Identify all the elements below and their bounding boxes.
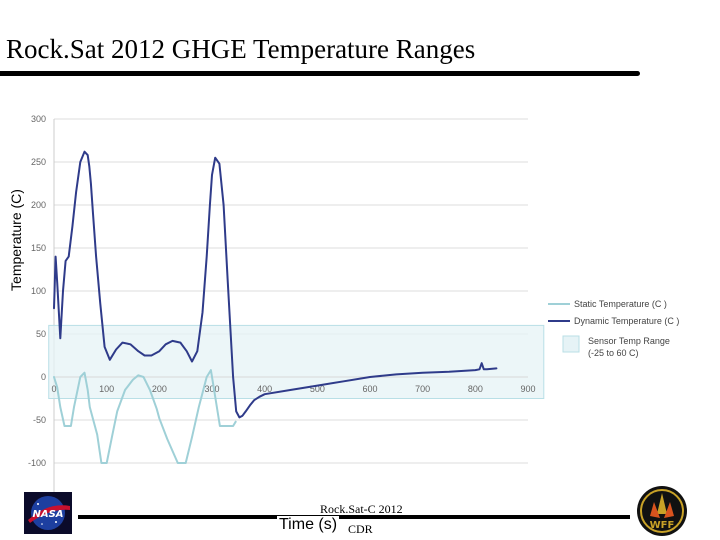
sensor-range-band-layer — [48, 324, 545, 399]
y-axis-label: Temperature (C) — [8, 189, 24, 291]
sensor-range-band — [48, 324, 545, 399]
grid-layer — [53, 118, 528, 503]
legend-label: Static Temperature (C ) — [574, 299, 667, 309]
x-tick-label: 600 — [362, 384, 377, 394]
legend-label: Sensor Temp Range (-25 to 60 C) — [588, 336, 670, 358]
y-tick-label: 300 — [31, 114, 46, 124]
x-tick-label: 200 — [152, 384, 167, 394]
y-tick-label: 150 — [31, 243, 46, 253]
y-tick-label: 50 — [36, 329, 46, 339]
wff-logo: WFF — [637, 486, 687, 536]
slide-title: Rock.Sat 2012 GHGE Temperature Ranges — [6, 34, 476, 64]
title-underline — [0, 71, 640, 76]
x-tick-label: 800 — [468, 384, 483, 394]
legend-label: Dynamic Temperature (C ) — [574, 316, 679, 326]
x-tick-label: 500 — [310, 384, 325, 394]
x-axis-label: Time (s) — [277, 516, 340, 534]
y-tick-label: 250 — [31, 157, 46, 167]
series-line-dynamic — [53, 150, 498, 419]
legend-swatch-band — [562, 335, 580, 353]
legend: Static Temperature (C ) Dynamic Temperatu… — [548, 299, 679, 358]
footer-text: Rock.Sat-C 2012 — [320, 502, 403, 516]
series-layer — [53, 150, 498, 464]
svg-text:WFF: WFF — [650, 520, 675, 531]
y-tick-label: 100 — [31, 286, 46, 296]
y-tick-label: 0 — [41, 372, 46, 382]
x-tick-label: 0 — [51, 384, 56, 394]
y-tick-labels: -100 -50 0 50 100 150 200 250 300 — [28, 114, 46, 468]
footer-cdr: CDR — [348, 522, 373, 536]
x-tick-label: 400 — [257, 384, 272, 394]
series-line-static — [53, 369, 237, 464]
x-tick-label: 700 — [415, 384, 430, 394]
footer-rule — [78, 515, 630, 519]
y-tick-label: -100 — [28, 458, 46, 468]
x-tick-labels: 0 100 200 300 400 500 600 700 800 900 — [51, 384, 535, 394]
svg-text:NASA: NASA — [32, 509, 63, 520]
x-tick-label: 100 — [99, 384, 114, 394]
x-tick-label: 900 — [520, 384, 535, 394]
y-tick-label: -50 — [33, 415, 46, 425]
x-tick-label: 300 — [204, 384, 219, 394]
nasa-logo: NASA — [24, 492, 72, 534]
y-tick-label: 200 — [31, 200, 46, 210]
